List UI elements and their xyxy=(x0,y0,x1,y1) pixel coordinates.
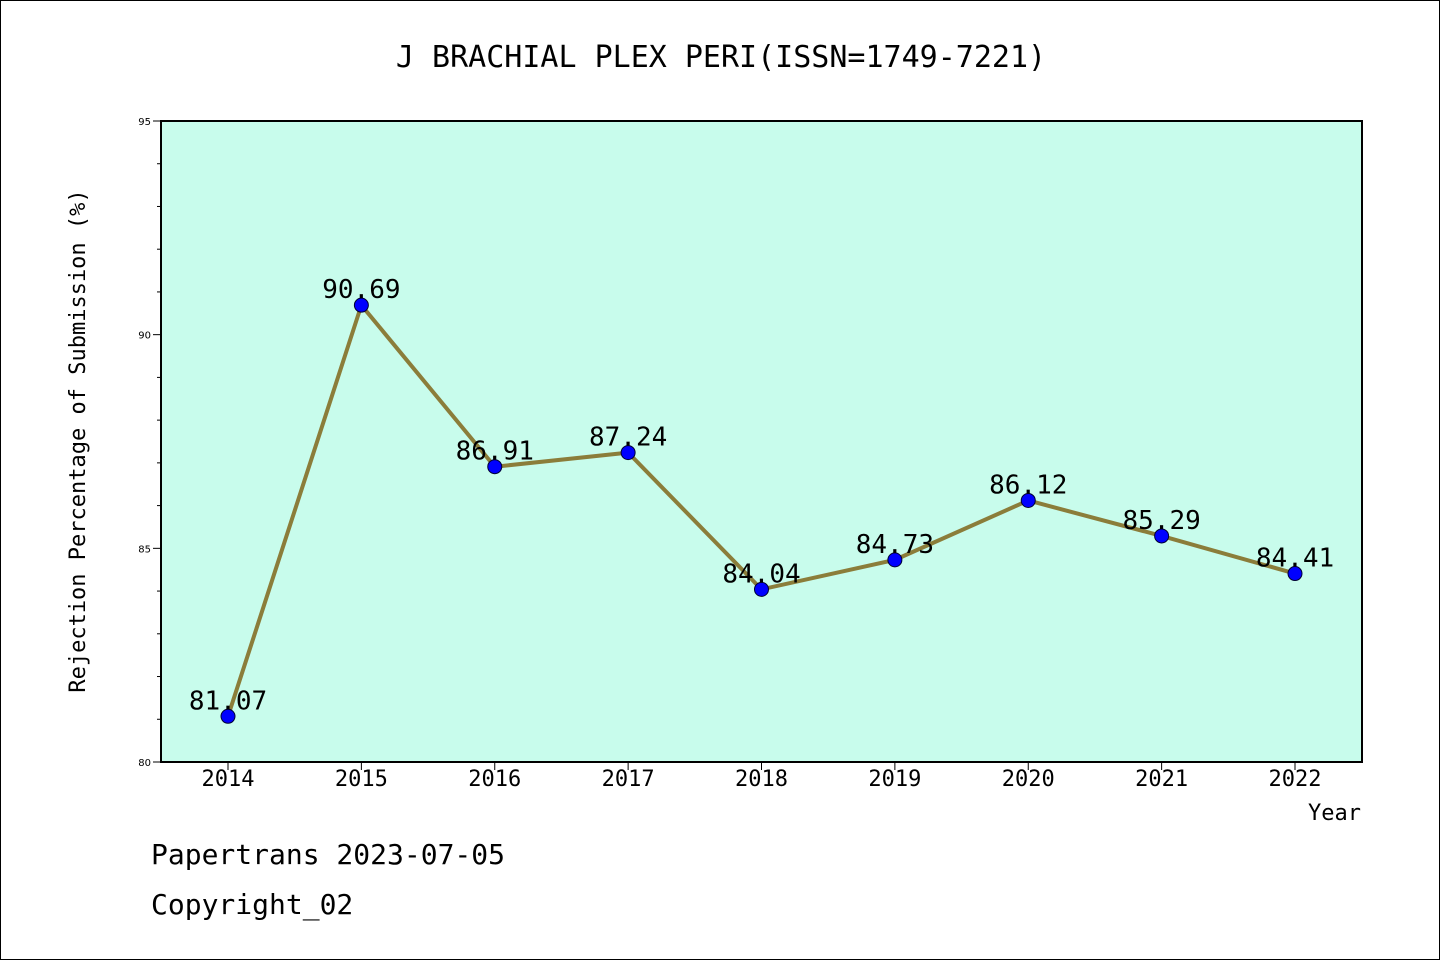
chart-title: J BRACHIAL PLEX PERI(ISSN=1749-7221) xyxy=(396,40,1046,75)
plot-area xyxy=(160,120,1363,763)
x-tick-label: 2019 xyxy=(868,767,921,792)
data-point xyxy=(620,445,636,461)
data-point xyxy=(220,708,236,724)
y-tick-label: 80 xyxy=(138,758,151,769)
data-label: 86.91 xyxy=(456,437,534,467)
data-point xyxy=(1020,492,1036,508)
data-label: 84.41 xyxy=(1256,544,1334,574)
data-label: 84.04 xyxy=(722,559,800,589)
data-label: 81.07 xyxy=(189,686,267,716)
x-tick-label: 2017 xyxy=(602,767,655,792)
data-label: 86.12 xyxy=(989,470,1067,500)
series-rejection: 81.07 90.69 86.91 87.24 84.04 84.73 86.12 85.29… xyxy=(189,275,1334,724)
data-label: 85.29 xyxy=(1122,506,1200,536)
data-point xyxy=(353,297,369,313)
data-label: 87.24 xyxy=(589,423,667,453)
y-axis: 80 85 90 95 xyxy=(138,117,161,769)
x-tick-label: 2015 xyxy=(335,767,388,792)
x-tick-label: 2022 xyxy=(1269,767,1322,792)
y-tick-label: 95 xyxy=(138,117,151,128)
data-point xyxy=(887,552,903,568)
data-label: 84.73 xyxy=(856,530,934,560)
footer-source: Papertrans 2023-07-05 xyxy=(151,838,505,871)
data-point xyxy=(487,459,503,475)
y-tick-label: 85 xyxy=(138,544,151,555)
x-tick-label: 2018 xyxy=(735,767,788,792)
data-point xyxy=(1287,566,1303,582)
x-axis-label: Year xyxy=(1308,801,1361,826)
data-point xyxy=(1154,528,1170,544)
x-axis: 2014 2015 2016 2017 2018 2019 2020 2021 2022 xyxy=(202,762,1322,792)
x-tick-label: 2020 xyxy=(1002,767,1055,792)
x-tick-label: 2021 xyxy=(1135,767,1188,792)
footer-copyright: Copyright_02 xyxy=(151,888,353,922)
data-point xyxy=(754,581,769,597)
y-axis-label: Rejection Percentage of Submission (%) xyxy=(66,189,91,692)
x-tick-label: 2014 xyxy=(202,767,255,792)
y-tick-label: 90 xyxy=(138,331,151,342)
data-label: 90.69 xyxy=(322,275,400,305)
x-tick-label: 2016 xyxy=(468,767,521,792)
